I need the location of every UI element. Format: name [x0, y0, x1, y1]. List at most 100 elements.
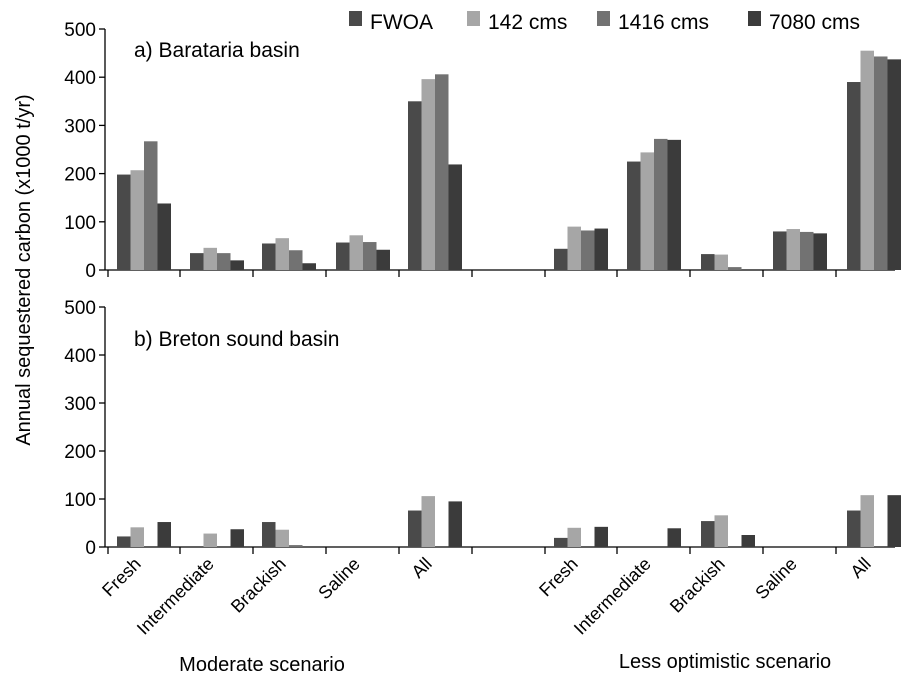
x-tick-label: All: [408, 554, 436, 582]
bar-1416-cms: [363, 242, 377, 270]
bar-142-cms: [786, 229, 800, 270]
x-tick-label: Saline: [314, 554, 364, 604]
panel-a: 0 100 200 300 400 500 a) Barataria basin: [64, 20, 901, 282]
bar-142-cms: [349, 235, 363, 270]
bar-7080-cms: [667, 139, 681, 270]
bar-142-cms: [714, 254, 728, 270]
legend-label: 1416 cms: [618, 11, 709, 34]
x-tick-label: Fresh: [98, 554, 145, 601]
bar-fwoa: [701, 254, 715, 270]
bar-7080-cms: [302, 263, 316, 270]
y-tick-label: 200: [64, 165, 96, 186]
x-tick-label: Saline: [751, 554, 801, 604]
bar-fwoa: [773, 231, 787, 270]
y-tick-label: 400: [64, 346, 96, 367]
y-tick-label: 0: [85, 538, 96, 559]
y-tick-label: 500: [64, 20, 96, 41]
bar-142-cms: [714, 515, 728, 547]
x-tick-label: Intermediate: [133, 554, 218, 639]
bar-142-cms: [275, 529, 289, 547]
bar-142-cms: [567, 527, 581, 547]
y-tick-label: 0: [85, 261, 96, 282]
bar-1416-cms: [289, 250, 303, 270]
panel-title: b) Breton sound basin: [134, 328, 339, 351]
y-tick-label: 400: [64, 68, 96, 89]
bar-fwoa: [190, 253, 204, 270]
bar-7080-cms: [230, 529, 244, 547]
bar-fwoa: [262, 243, 276, 270]
x-tick-label: Brackish: [666, 554, 729, 617]
bar-7080-cms: [813, 233, 827, 270]
legend-label: 142 cms: [488, 11, 567, 34]
bar-142-cms: [130, 170, 144, 270]
y-tick-label: 200: [64, 442, 96, 463]
bar-142-cms: [567, 226, 581, 270]
bar-fwoa: [847, 510, 861, 547]
bar-7080-cms: [594, 228, 608, 270]
bar-1416-cms: [800, 231, 814, 270]
bar-1416-cms: [728, 267, 742, 270]
bar-fwoa: [554, 537, 568, 547]
bar-fwoa: [117, 536, 131, 547]
panel-title: a) Barataria basin: [134, 39, 300, 62]
bar-142-cms: [275, 238, 289, 270]
bar-7080-cms: [448, 164, 462, 270]
bar-1416-cms: [144, 141, 158, 270]
group-label-moderate: Moderate scenario: [179, 654, 345, 676]
legend-label: FWOA: [370, 11, 433, 34]
legend-swatch: [748, 11, 761, 26]
y-axis-label: Annual sequestered carbon (x1000 t/yr): [13, 94, 35, 445]
bar-142-cms: [203, 533, 217, 547]
y-tick-label: 500: [64, 298, 96, 319]
bar-fwoa: [627, 161, 641, 270]
bar-7080-cms: [887, 495, 901, 547]
bar-7080-cms: [594, 526, 608, 547]
bar-142-cms: [640, 152, 654, 270]
bar-7080-cms: [667, 528, 681, 547]
y-tick-label: 300: [64, 116, 96, 137]
bar-1416-cms: [581, 230, 595, 270]
bar-1416-cms: [289, 545, 303, 547]
bar-7080-cms: [376, 249, 390, 270]
y-tick-label: 100: [64, 490, 96, 511]
legend-label: 7080 cms: [769, 11, 860, 34]
bar-142-cms: [860, 495, 874, 547]
bar-7080-cms: [230, 260, 244, 270]
bar-142-cms: [203, 247, 217, 270]
x-tick-label: All: [847, 554, 875, 582]
x-tick-label: Fresh: [535, 554, 582, 601]
bar-1416-cms: [217, 253, 231, 270]
bar-fwoa: [408, 510, 422, 547]
group-label-less-optimistic: Less optimistic scenario: [619, 651, 831, 673]
bar-7080-cms: [741, 535, 755, 547]
legend-swatch: [467, 11, 480, 26]
x-tick-label: Intermediate: [570, 554, 655, 639]
panel-b: 0 100 200 300 400 500 b) Breton sound basin: [64, 298, 901, 559]
y-tick-label: 300: [64, 394, 96, 415]
bar-142-cms: [860, 50, 874, 270]
y-tick-label: 100: [64, 213, 96, 234]
bar-fwoa: [336, 242, 350, 270]
legend-swatch: [597, 11, 610, 26]
bar-fwoa: [847, 82, 861, 271]
bar-142-cms: [421, 496, 435, 547]
legend-swatch: [349, 11, 362, 26]
bar-fwoa: [701, 521, 715, 547]
legend: FWOA 142 cms 1416 cms 7080 cms: [349, 11, 860, 34]
bar-7080-cms: [157, 522, 171, 547]
bar-7080-cms: [887, 59, 901, 271]
bar-142-cms: [421, 79, 435, 271]
bar-fwoa: [117, 174, 131, 270]
bar-7080-cms: [157, 203, 171, 270]
bar-fwoa: [262, 522, 276, 547]
bar-fwoa: [408, 101, 422, 270]
bar-1416-cms: [654, 138, 668, 270]
bar-fwoa: [554, 248, 568, 270]
bar-142-cms: [130, 527, 144, 547]
bar-1416-cms: [435, 74, 449, 270]
bar-1416-cms: [874, 56, 888, 270]
bar-7080-cms: [448, 501, 462, 547]
x-tick-label: Brackish: [227, 554, 290, 617]
